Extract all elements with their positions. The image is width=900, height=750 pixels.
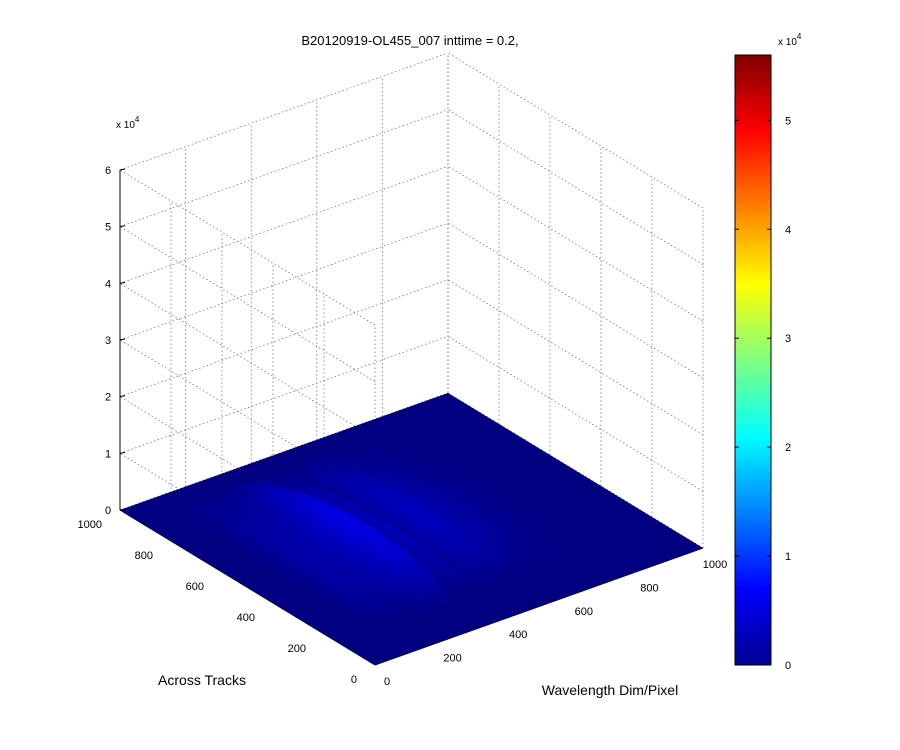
grid-line <box>447 336 704 492</box>
z-tick-label: 3 <box>105 335 111 347</box>
surface-patch <box>354 618 368 627</box>
grid-line <box>119 166 449 284</box>
y-tick-label: 0 <box>351 674 357 686</box>
grid-line <box>447 52 704 209</box>
y-tick-label: 200 <box>288 643 306 655</box>
y-tick-label: 600 <box>186 581 204 593</box>
grid-line <box>447 109 704 265</box>
colorbar-ticks: 0 1 2 3 4 5 <box>735 115 791 672</box>
z-tick-mark <box>119 281 126 284</box>
z-tick-label: 4 <box>105 278 111 290</box>
grid-line <box>119 109 449 227</box>
grid-line <box>119 222 449 341</box>
colorbar-tick-label: 1 <box>785 551 791 563</box>
chart-title: B20120919-OL455_007 inttime = 0.2, <box>301 33 518 48</box>
x-tick-label: 1000 <box>703 559 727 571</box>
grid-line <box>119 283 376 439</box>
z-exponent-label: x 104 <box>116 115 140 131</box>
grid-line <box>119 52 449 171</box>
x-tick-label: 800 <box>640 582 658 594</box>
y-tick-label: 1000 <box>78 519 102 531</box>
z-tick-label: 0 <box>105 505 111 517</box>
z-tick-label: 5 <box>105 222 111 234</box>
y-tick-label: 800 <box>135 550 153 562</box>
grid-line <box>447 166 704 322</box>
colorbar-tick-label: 0 <box>785 660 791 672</box>
colorbar-tick-label: 3 <box>785 333 791 345</box>
x-tick-label: 0 <box>384 676 390 688</box>
z-tick-mark <box>119 451 126 454</box>
colorbar-tick-label: 4 <box>785 224 791 236</box>
grid-line <box>119 169 376 326</box>
grid-line <box>119 279 449 397</box>
z-tick-mark <box>119 168 126 171</box>
x-axis-label: Wavelength Dim/Pixel <box>542 682 678 698</box>
grid-line <box>447 279 704 435</box>
colorbar-tick-label: 2 <box>785 442 791 454</box>
z-tick-mark <box>119 225 126 228</box>
axis-ticks: 0200400600800100002004006008001000012345… <box>78 165 728 688</box>
y-tick-label: 400 <box>237 612 255 624</box>
z-tick-mark <box>119 508 126 511</box>
surface-patch <box>367 620 381 630</box>
grid-line <box>119 226 376 382</box>
colorbar-gradient <box>734 54 772 666</box>
x-tick-label: 600 <box>575 606 593 618</box>
grid-line <box>119 339 376 496</box>
z-tick-label: 6 <box>105 165 111 177</box>
colorbar-exponent-label: x 104 <box>778 32 802 48</box>
z-tick-label: 1 <box>105 448 111 460</box>
colorbar: 0 1 2 3 4 5 x 104 <box>734 32 802 672</box>
surface <box>120 393 703 665</box>
grid-line <box>447 222 704 379</box>
x-tick-label: 200 <box>443 653 461 665</box>
z-tick-label: 2 <box>105 392 111 404</box>
y-axis-label: Across Tracks <box>158 672 246 688</box>
x-tick-label: 400 <box>509 629 527 641</box>
z-tick-mark <box>119 338 126 341</box>
colorbar-tick-label: 5 <box>785 115 791 127</box>
z-tick-mark <box>119 395 126 398</box>
